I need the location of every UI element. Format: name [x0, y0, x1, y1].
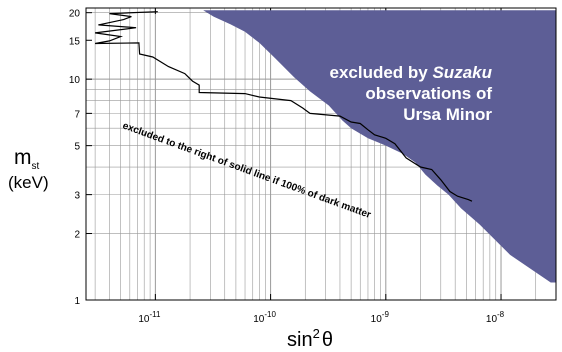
y-axis-title-line2: (keV) — [8, 173, 49, 192]
x-tick-label: 10-9 — [371, 310, 390, 325]
y-tick-label: 2 — [74, 230, 80, 241]
region-annotation-line1: excluded by Suzaku — [329, 63, 492, 82]
y-tick-label: 15 — [69, 36, 81, 47]
y-tick-label: 5 — [74, 142, 80, 153]
y-tick-label: 3 — [74, 191, 80, 202]
region-annotation-line3: Ursa Minor — [403, 105, 492, 124]
y-tick-label: 20 — [69, 9, 81, 20]
y-tick-label: 10 — [69, 75, 81, 86]
plot-frame — [85, 7, 557, 301]
dark-matter-limit-curve — [94, 11, 473, 202]
x-tick-label: 10-10 — [253, 310, 276, 325]
x-tick-label: 10-8 — [486, 310, 505, 325]
x-tick-label: 10-11 — [138, 310, 161, 325]
y-tick-label: 1 — [74, 296, 80, 307]
y-tick-labels: 1 2 3 5 7 10 15 20 — [69, 9, 81, 307]
y-tick-label: 7 — [74, 109, 80, 120]
curve-annotation: excluded to the right of solid line if 1… — [121, 120, 372, 220]
x-tick-labels: 10-11 10-10 10-9 10-8 — [138, 310, 504, 325]
x-axis-title: sin2 θ — [287, 326, 333, 351]
suzaku-excluded-region — [203, 10, 556, 283]
region-annotation-line2: observations of — [365, 84, 492, 103]
y-axis-title-line1: mst — [14, 146, 40, 172]
